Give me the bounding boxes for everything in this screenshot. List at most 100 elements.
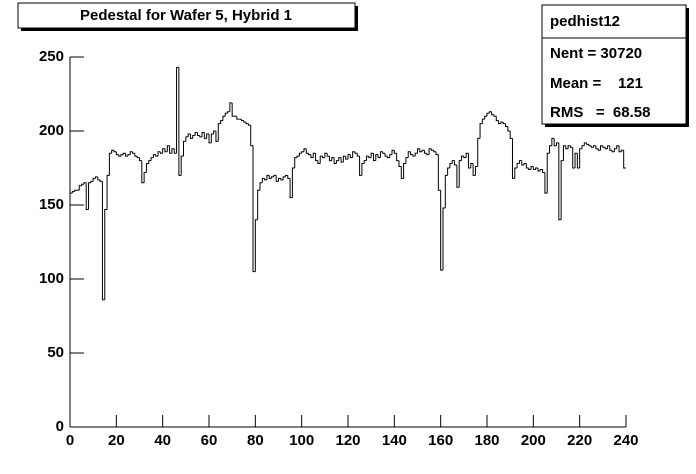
histogram-bin	[287, 175, 291, 179]
histogram-bin	[458, 160, 462, 188]
histogram-bin	[247, 123, 251, 126]
histogram-bin	[375, 154, 379, 161]
histogram-bin	[400, 166, 404, 179]
histogram-bin	[261, 177, 265, 183]
histogram-bin	[240, 119, 244, 122]
histogram-bin	[609, 145, 613, 151]
histogram-bin	[569, 145, 573, 148]
histogram-bin	[467, 153, 471, 169]
histogram-bin	[511, 138, 515, 179]
stats-name: pedhist12	[550, 13, 620, 30]
histogram-bin	[616, 145, 620, 149]
histogram-bin	[461, 155, 464, 161]
histogram-bin	[250, 125, 254, 147]
histogram-bin	[215, 131, 219, 142]
histogram-bin	[296, 155, 300, 158]
histogram-bin	[500, 121, 504, 124]
histogram-bin	[180, 155, 184, 176]
histogram-bin	[338, 157, 342, 161]
histogram-bin	[157, 151, 161, 157]
histogram-bin	[141, 160, 145, 184]
x-tick-label: 120	[335, 432, 360, 449]
histogram-bin	[231, 102, 235, 117]
histogram-bin	[340, 157, 344, 163]
histogram-bin	[159, 151, 163, 154]
histogram-bin	[134, 153, 138, 157]
histogram-bin	[227, 111, 230, 114]
histogram-bin	[243, 120, 247, 123]
histogram-bin	[187, 133, 191, 137]
histogram-bin	[81, 183, 84, 186]
histogram-bin	[152, 154, 156, 158]
histogram-bin	[595, 145, 599, 150]
histogram-bin	[264, 178, 267, 181]
histogram-bin	[111, 149, 115, 154]
histogram-bin	[521, 160, 525, 166]
x-tick-label: 20	[108, 432, 125, 449]
histogram-bin	[94, 176, 98, 179]
histogram-bin	[127, 154, 131, 157]
histogram-bin	[393, 150, 397, 154]
histogram-bin	[456, 165, 460, 188]
histogram-bin	[222, 115, 226, 121]
histogram-bin	[606, 145, 610, 149]
histogram-bin	[542, 169, 545, 173]
histogram-bin	[414, 152, 418, 157]
histogram-bin	[71, 191, 75, 194]
histogram-bin	[136, 156, 140, 159]
histogram-bin	[347, 154, 351, 160]
histogram-bin	[85, 182, 89, 210]
histogram-bin	[613, 148, 617, 152]
histogram-bin	[345, 156, 348, 160]
histogram-bin	[488, 111, 492, 114]
histogram-bin	[574, 152, 578, 168]
histogram-bin	[354, 151, 358, 154]
stats-line: Mean = 121	[550, 75, 643, 92]
histogram-bin	[310, 154, 314, 159]
histogram-bin	[101, 181, 105, 301]
histogram-bin	[342, 155, 346, 163]
histogram-bin	[442, 207, 446, 271]
histogram-bin	[282, 176, 286, 180]
histogram-bin	[257, 189, 260, 220]
histogram-bin	[523, 163, 527, 166]
histogram-bin	[164, 148, 168, 153]
histogram-bin	[308, 153, 311, 156]
histogram-bin	[90, 180, 94, 183]
histogram-bin	[254, 219, 258, 272]
histogram-bin	[398, 160, 402, 168]
histogram-bin	[319, 155, 323, 164]
x-tick-label: 180	[474, 432, 499, 449]
histogram-bin	[412, 154, 416, 157]
histogram-bin	[435, 151, 439, 156]
histogram-bin	[556, 142, 559, 146]
histogram-bin	[99, 179, 103, 182]
histogram-bin	[440, 190, 443, 271]
x-tick-label: 220	[567, 432, 592, 449]
histogram-bin	[567, 145, 571, 149]
histogram-bin	[447, 167, 450, 176]
histogram-bin	[208, 133, 212, 144]
histogram-bin	[407, 151, 411, 158]
histogram-bin	[315, 153, 318, 162]
histogram-bin	[377, 154, 381, 159]
histogram-bin	[317, 160, 321, 165]
title-box	[17, 2, 356, 29]
histogram-bin	[544, 172, 548, 194]
histogram-bin	[588, 144, 592, 147]
histogram-bin	[586, 142, 589, 145]
histogram-bin	[97, 176, 101, 181]
histogram-bin	[150, 157, 154, 161]
histogram-bin	[78, 185, 82, 191]
histogram-bin	[236, 116, 240, 120]
histogram-bin	[83, 182, 87, 185]
histogram-bin	[502, 122, 506, 125]
histogram-bin	[104, 208, 108, 300]
histogram-bin	[139, 157, 142, 162]
histogram-bin	[171, 148, 175, 154]
histogram-bin	[491, 111, 494, 116]
histogram-bin	[92, 177, 96, 182]
histogram-bin	[328, 156, 332, 162]
histogram-bin	[604, 147, 608, 150]
histogram-bin	[183, 140, 186, 157]
